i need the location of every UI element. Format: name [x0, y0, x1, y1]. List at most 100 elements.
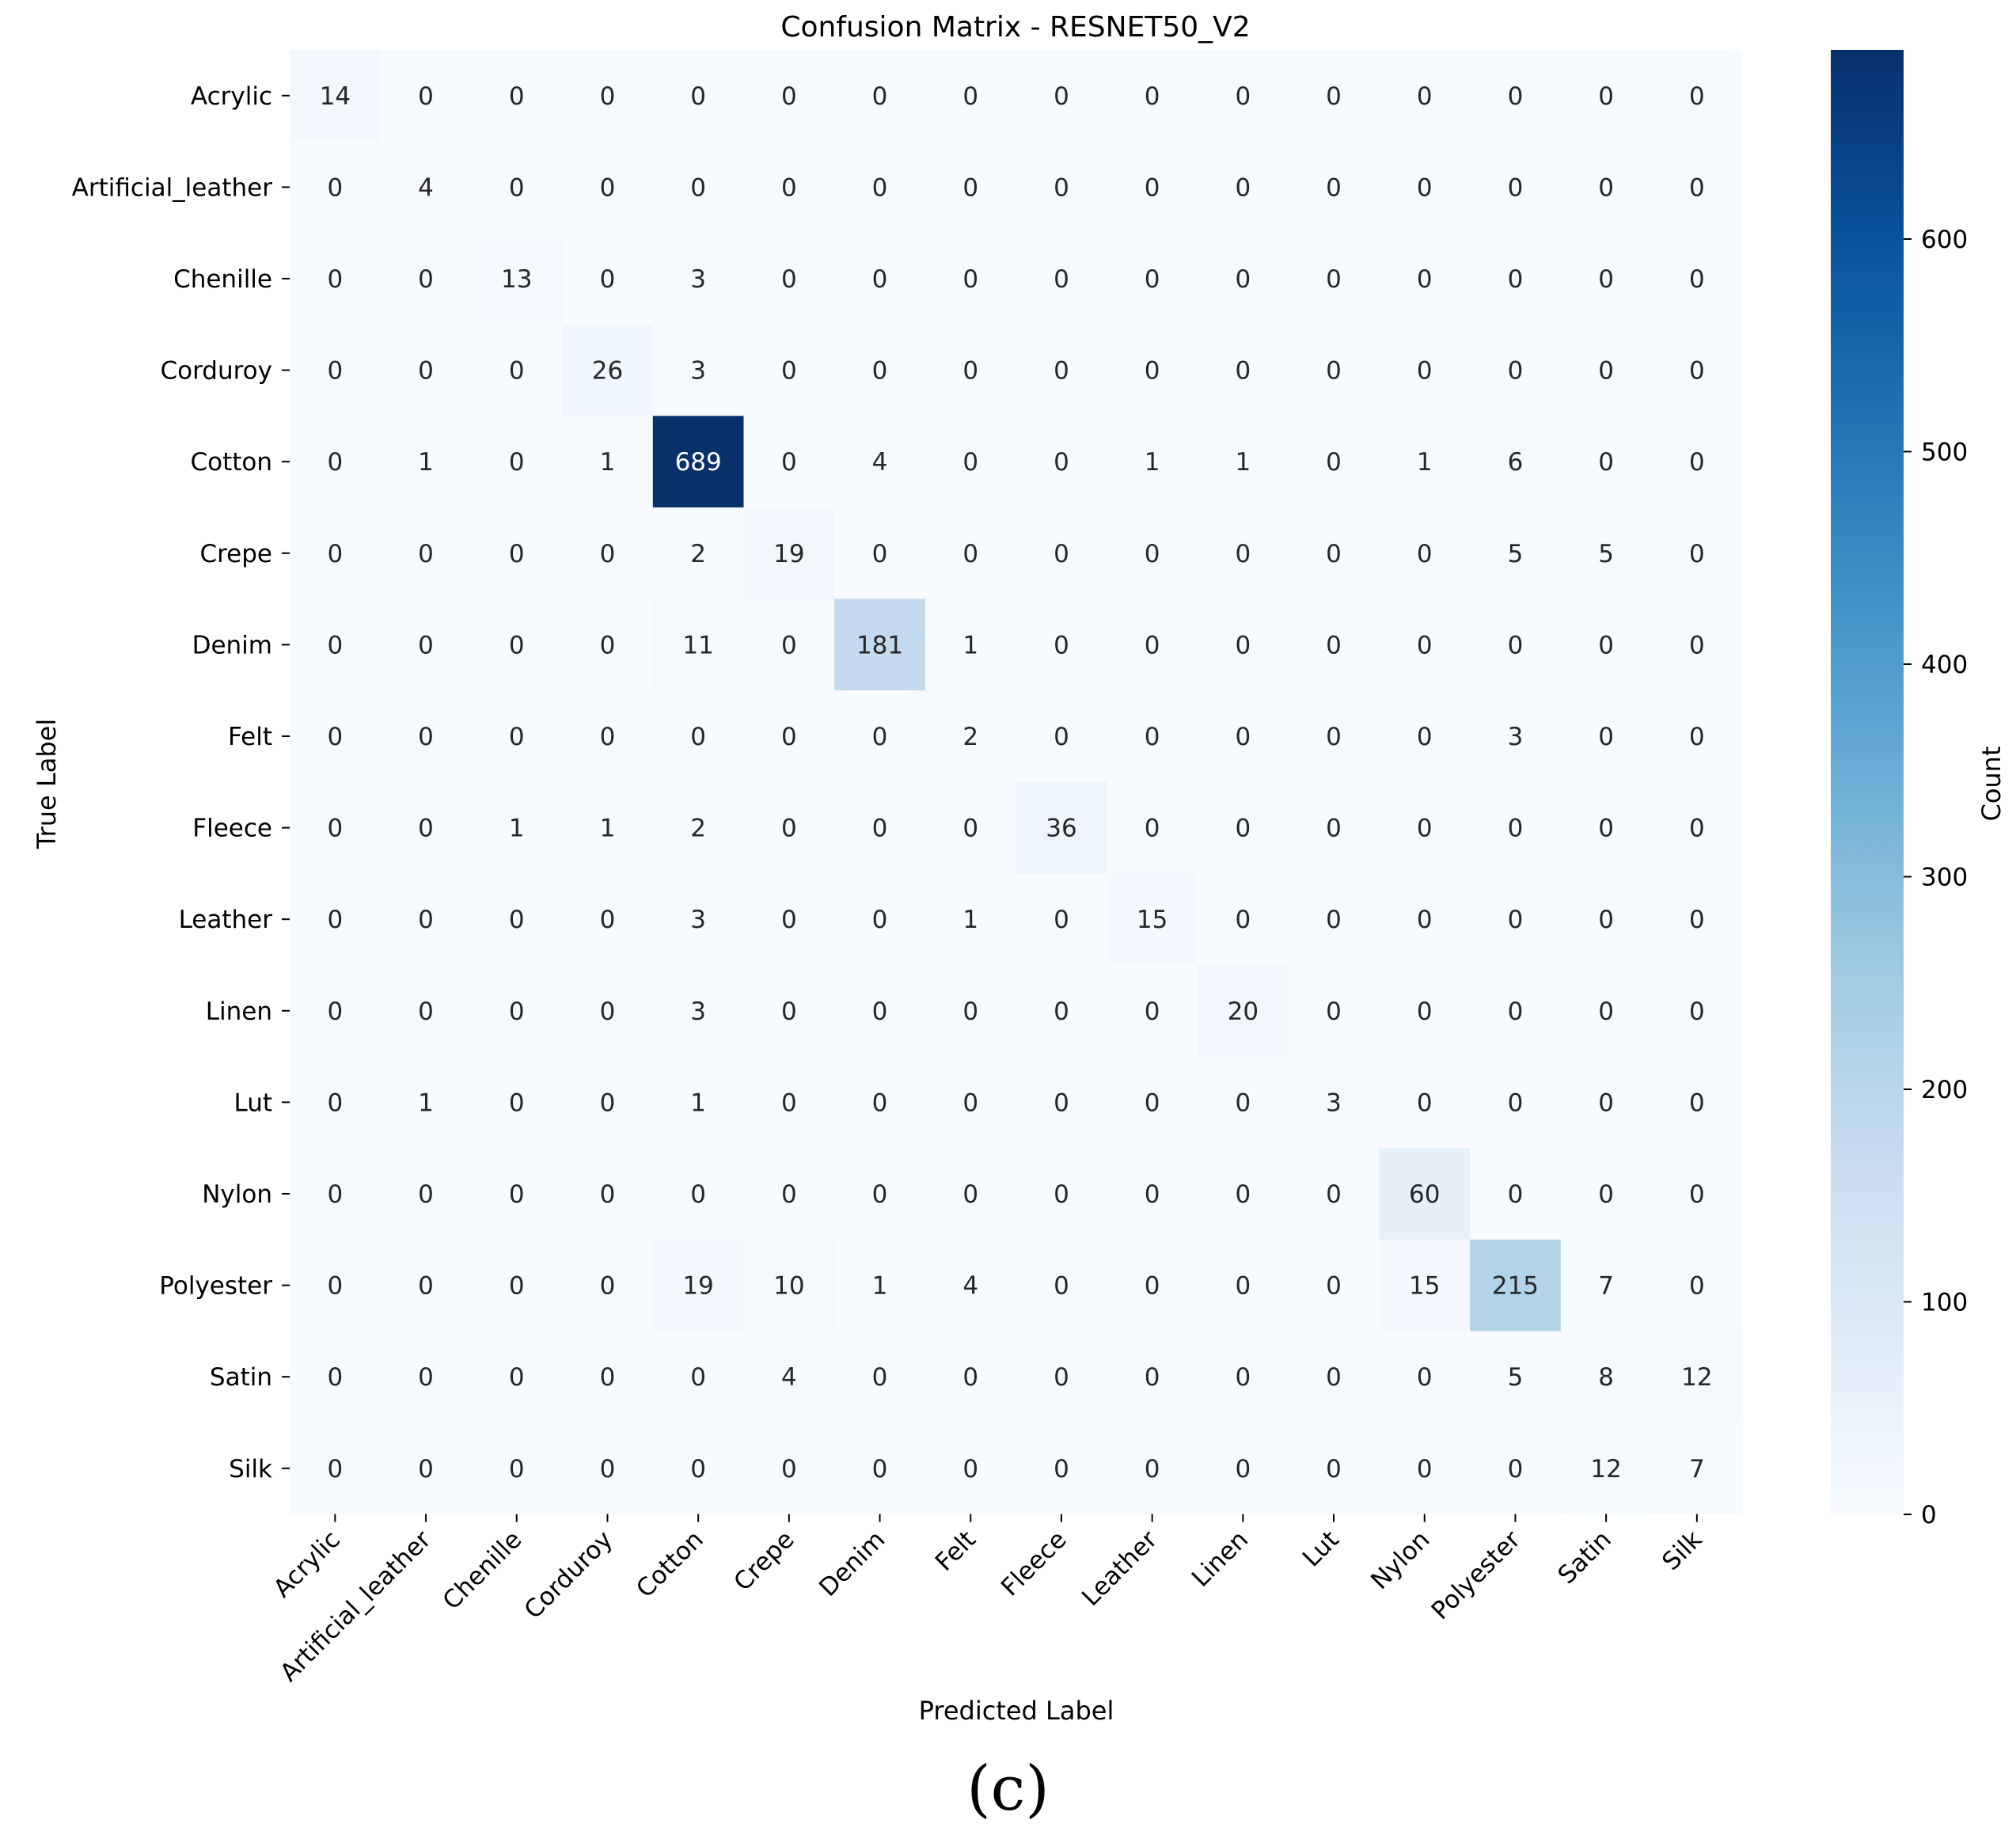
heatmap-cell	[834, 873, 926, 966]
heatmap-cell	[1379, 416, 1471, 508]
cell-value-label: 0	[1417, 173, 1433, 202]
heatmap-cell	[562, 1148, 654, 1240]
heatmap-cell	[834, 690, 926, 783]
heatmap-cell	[1379, 324, 1471, 416]
heatmap-cell	[1560, 507, 1653, 600]
cell-value-label: 0	[1598, 815, 1614, 843]
heatmap-cell	[1470, 324, 1562, 416]
y-tick-label: Linen	[206, 997, 272, 1026]
cell-value-label: 0	[1235, 815, 1251, 843]
cell-value-label: 0	[327, 906, 343, 934]
heatmap-cell	[743, 1331, 835, 1423]
colorbar-gradient	[1831, 50, 1904, 1514]
heatmap-cell	[1198, 1056, 1289, 1149]
cell-value-label: 0	[1417, 357, 1433, 386]
cell-value-label: 0	[781, 448, 797, 477]
x-tick-label: Felt	[930, 1525, 981, 1577]
heatmap-cell	[290, 141, 382, 234]
heatmap-cell	[1107, 416, 1198, 508]
cell-value-label: 0	[962, 357, 978, 386]
heatmap-cell	[380, 507, 472, 600]
cell-value-label: 0	[1145, 173, 1160, 202]
cell-value-label: 0	[418, 82, 434, 111]
cell-value-label: 0	[1417, 631, 1433, 659]
heatmap-cell	[1107, 1423, 1198, 1515]
cell-value-label: 0	[690, 1455, 706, 1484]
x-axis-label: Predicted Label	[919, 1696, 1114, 1726]
heatmap-cell	[1016, 781, 1107, 874]
heatmap-cell	[652, 1331, 745, 1423]
heatmap-cell	[1288, 873, 1380, 966]
cell-value-label: 0	[1689, 1180, 1705, 1209]
y-tick-label: Chenille	[173, 265, 272, 294]
heatmap-cell	[924, 598, 1017, 691]
cell-value-label: 0	[1598, 357, 1614, 386]
heatmap-cell	[1470, 50, 1562, 142]
cell-value-label: 0	[418, 540, 434, 568]
cell-value-label: 0	[962, 1363, 978, 1392]
heatmap-cell	[1288, 1148, 1380, 1240]
cell-value-label: 0	[872, 723, 888, 751]
cell-value-label: 0	[1417, 997, 1433, 1026]
heatmap-cell	[1198, 141, 1289, 234]
heatmap-cell	[652, 141, 745, 234]
heatmap-cell	[1016, 416, 1107, 508]
figure-caption: (c)	[966, 1753, 1050, 1825]
heatmap-cell	[743, 598, 835, 691]
heatmap-cell	[1107, 1239, 1198, 1332]
cell-value-label: 0	[1054, 540, 1069, 568]
heatmap-cell	[1470, 1056, 1562, 1149]
y-tick-label: Corduroy	[160, 357, 272, 386]
heatmap-cell	[290, 416, 382, 508]
cell-value-label: 0	[1054, 265, 1069, 294]
cell-value-label: 0	[418, 357, 434, 386]
x-tick-label: Cotton	[631, 1525, 709, 1604]
cell-value-label: 0	[1326, 82, 1342, 111]
cell-value-label: 0	[872, 1088, 888, 1117]
heatmap-cell	[1379, 141, 1471, 234]
cell-value-label: 26	[592, 357, 623, 386]
cell-value-label: 0	[1054, 82, 1069, 111]
cell-value-label: 0	[962, 1088, 978, 1117]
cell-value-label: 0	[1235, 265, 1251, 294]
heatmap-cell	[562, 690, 654, 783]
cell-value-label: 0	[1326, 173, 1342, 202]
heatmap-cell	[652, 1148, 745, 1240]
heatmap-cell	[834, 233, 926, 325]
cell-value-label: 689	[675, 448, 722, 477]
heatmap-cell	[380, 141, 472, 234]
heatmap-cell	[924, 873, 1017, 966]
cell-value-label: 0	[781, 997, 797, 1026]
cell-value-label: 0	[1145, 357, 1160, 386]
heatmap-cell	[380, 965, 472, 1058]
cell-value-label: 0	[600, 265, 616, 294]
heatmap-cell	[924, 690, 1017, 783]
heatmap-cell	[1016, 324, 1107, 416]
cell-value-label: 5	[1508, 1363, 1524, 1392]
heatmap-cell	[743, 965, 835, 1058]
heatmap-cell	[1107, 141, 1198, 234]
cell-value-label: 0	[1689, 448, 1705, 477]
heatmap-cell	[1379, 50, 1471, 142]
cell-value-label: 0	[418, 1272, 434, 1301]
x-tick-label: Silk	[1657, 1525, 1707, 1576]
heatmap-cell	[290, 50, 382, 142]
cell-value-label: 0	[1054, 906, 1069, 934]
heatmap-cell	[380, 416, 472, 508]
heatmap-cell	[1288, 1056, 1380, 1149]
heatmap-cell	[562, 233, 654, 325]
cell-value-label: 0	[327, 997, 343, 1026]
cell-value-label: 0	[1326, 448, 1342, 477]
heatmap-cell	[1016, 1331, 1107, 1423]
cell-value-label: 0	[1508, 357, 1524, 386]
cell-value-label: 0	[1235, 906, 1251, 934]
cell-value-label: 0	[418, 815, 434, 843]
heatmap-cell	[290, 1148, 382, 1240]
heatmap-cell	[1379, 873, 1471, 966]
heatmap-cell	[1470, 233, 1562, 325]
cell-value-label: 1	[418, 1088, 434, 1117]
cell-value-label: 0	[327, 1088, 343, 1117]
cell-value-label: 0	[1235, 1455, 1251, 1484]
heatmap-cell	[1651, 141, 1743, 234]
cell-value-label: 0	[1326, 1363, 1342, 1392]
